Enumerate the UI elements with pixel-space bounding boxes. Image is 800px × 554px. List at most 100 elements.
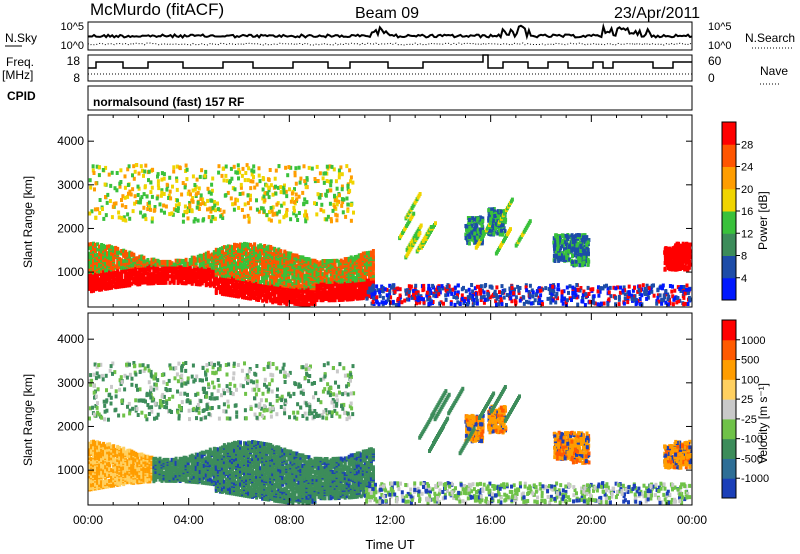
- data-cell: [220, 289, 224, 294]
- data-cell: [273, 258, 277, 263]
- data-cell: [233, 271, 236, 276]
- data-cell: [120, 251, 124, 256]
- data-cell: [466, 297, 470, 302]
- data-cell: [184, 257, 188, 262]
- data-cell: [323, 297, 327, 301]
- data-cell: [348, 188, 352, 193]
- data-cell: [106, 260, 110, 265]
- data-cell: [487, 208, 491, 213]
- data-cell: [226, 271, 230, 276]
- data-cell: [667, 294, 671, 299]
- data-cell: [327, 277, 331, 282]
- data-cell: [271, 251, 275, 256]
- data-cell: [573, 238, 577, 243]
- data-cell: [168, 274, 172, 279]
- data-cell: [236, 198, 239, 203]
- data-cell: [313, 201, 316, 206]
- data-cell: [259, 206, 263, 211]
- data-cell: [571, 240, 575, 244]
- data-cell: [243, 257, 246, 262]
- data-cell: [188, 258, 192, 262]
- data-cell: [301, 190, 305, 195]
- data-cell: [131, 187, 135, 192]
- data-cell: [677, 261, 680, 266]
- data-cell: [214, 280, 218, 285]
- data-cell: [345, 284, 349, 289]
- data-cell: [237, 273, 240, 278]
- data-cell: [286, 173, 290, 178]
- data-cell: [146, 278, 150, 283]
- data-cell: [299, 273, 303, 278]
- data-cell: [245, 282, 248, 287]
- data-cell: [187, 189, 191, 194]
- data-cell: [666, 297, 670, 302]
- data-cell: [228, 259, 232, 264]
- data-cell: [98, 249, 102, 254]
- data-cell: [305, 267, 309, 272]
- data-cell: [259, 294, 263, 299]
- data-cell: [165, 187, 169, 192]
- data-cell: [307, 268, 311, 273]
- data-cell: [162, 278, 166, 283]
- data-cell: [287, 269, 291, 274]
- data-cell: [196, 254, 200, 259]
- data-cell: [333, 193, 337, 198]
- data-cell: [220, 268, 224, 273]
- data-cell: [255, 207, 259, 212]
- data-cell: [271, 278, 275, 282]
- data-cell: [349, 255, 353, 260]
- data-cell: [124, 273, 128, 278]
- data-cell: [198, 282, 202, 287]
- data-cell: [481, 216, 485, 221]
- data-cell: [233, 242, 236, 247]
- data-cell: [150, 216, 154, 221]
- data-cell: [359, 253, 363, 258]
- data-cell: [222, 280, 226, 285]
- data-cell: [148, 272, 152, 277]
- data-cell: [353, 257, 357, 262]
- data-cell: [235, 274, 238, 279]
- data-cell: [291, 289, 295, 294]
- data-cell: [332, 167, 336, 172]
- data-cell: [285, 210, 288, 215]
- data-cell: [470, 283, 474, 287]
- data-cell: [338, 193, 341, 198]
- data-cell: [495, 285, 499, 290]
- data-cell: [108, 253, 112, 258]
- data-cell: [90, 242, 93, 247]
- data-cell: [267, 257, 271, 262]
- data-cell: [269, 254, 273, 259]
- data-cell: [144, 163, 148, 168]
- data-cell: [277, 285, 281, 290]
- data-cell: [638, 284, 642, 289]
- data-cell: [305, 287, 309, 292]
- data-cell: [289, 165, 293, 170]
- data-cell: [226, 285, 230, 289]
- data-cell: [639, 288, 643, 293]
- data-cell: [293, 173, 297, 178]
- data-cell: [142, 173, 145, 178]
- data-cell: [285, 251, 289, 256]
- data-cell: [237, 261, 240, 266]
- data-cell: [156, 174, 159, 179]
- data-cell: [582, 260, 586, 265]
- data-cell: [184, 260, 188, 265]
- data-cell: [214, 254, 218, 259]
- data-cell: [249, 206, 253, 211]
- data-cell: [352, 210, 355, 215]
- data-cell: [623, 297, 627, 301]
- data-cell: [263, 293, 267, 298]
- data-cell: [341, 284, 345, 289]
- data-cell: [571, 285, 575, 290]
- data-cell: [349, 179, 353, 184]
- data-cell: [287, 282, 291, 287]
- data-cell: [516, 284, 520, 289]
- data-cell: [166, 271, 170, 276]
- data-cell: [365, 265, 369, 270]
- data-cell: [144, 276, 148, 281]
- data-cell: [476, 216, 480, 221]
- data-cell: [279, 259, 283, 264]
- data-cell: [298, 180, 302, 185]
- data-cell: [127, 164, 131, 169]
